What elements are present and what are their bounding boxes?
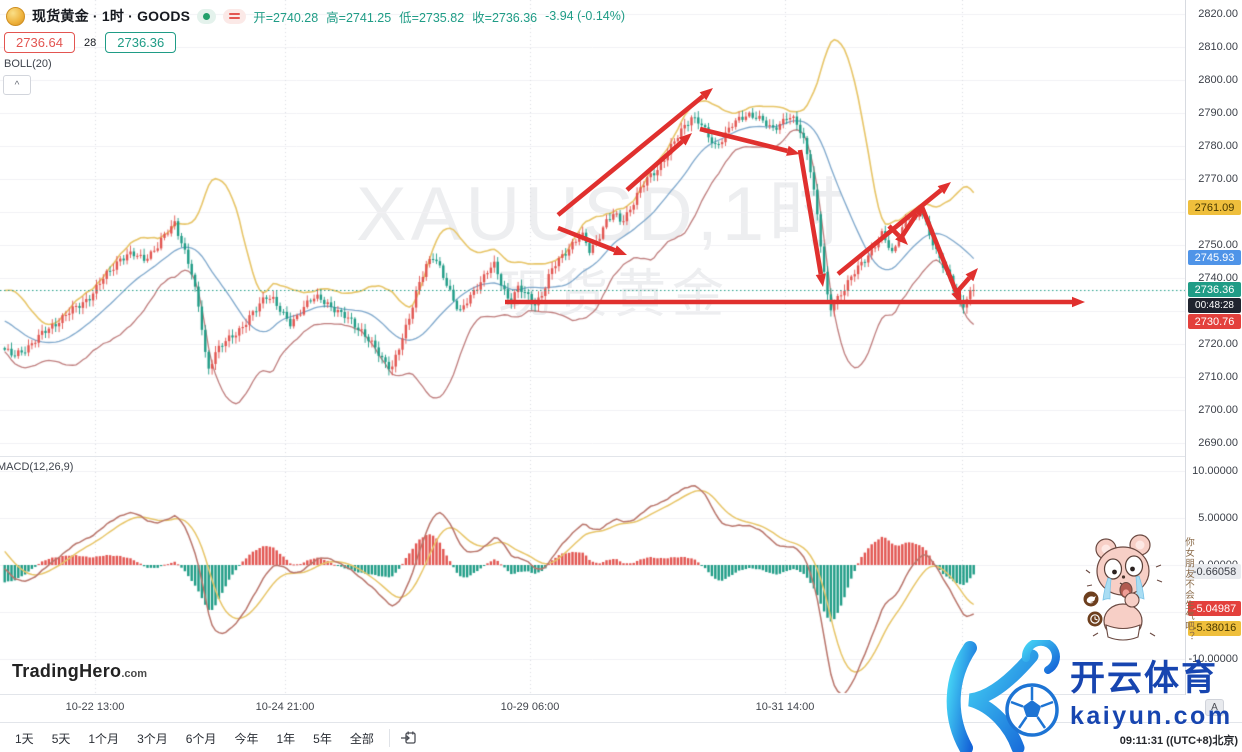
macd-dif-badge: -5.04987 xyxy=(1188,601,1241,617)
range-button-6[interactable]: 今年 xyxy=(234,731,259,746)
price-axis[interactable]: 2820.00 2810.00 2800.00 2790.00 2780.00 2770.… xyxy=(1185,0,1242,695)
calendar-arrow-icon xyxy=(401,731,416,744)
kaiyun-domain: kaiyun.com xyxy=(1070,702,1233,730)
macd-tick-label: -10.00000 xyxy=(1188,653,1238,665)
range-button-1[interactable]: 1天 xyxy=(15,731,34,746)
mid-band-badge: 2745.93 xyxy=(1188,250,1241,266)
price-tick-label: 2810.00 xyxy=(1198,41,1238,53)
buy-price-button[interactable]: 2736.36 xyxy=(105,32,177,53)
kaiyun-brand: 开云体育 xyxy=(1070,659,1219,698)
symbol-title[interactable]: 现货黄金 · 1时 · GOODS xyxy=(32,8,191,24)
ohlc-close: 收=2736.36 xyxy=(472,10,538,25)
price-tick-label: 2700.00 xyxy=(1198,404,1238,416)
market-lines-pill xyxy=(223,8,247,24)
panel-divider xyxy=(0,456,1242,457)
time-tick-label: 10-22 13:00 xyxy=(65,701,125,713)
go-to-date-button[interactable] xyxy=(396,727,422,749)
clock-readout: 09:11:31 ((UTC+8)北京) xyxy=(1119,735,1238,747)
ohlc-open: 开=2740.28 xyxy=(253,10,319,25)
tradinghero-suffix: .com xyxy=(121,668,148,680)
macd-hist-badge: -0.66058 xyxy=(1188,564,1241,580)
price-tick-label: 2780.00 xyxy=(1198,140,1238,152)
range-button-7[interactable]: 1年 xyxy=(276,731,296,746)
sticker-caption: 你女朋友不会生气吧？ xyxy=(1183,537,1194,642)
market-status-pill xyxy=(197,8,217,24)
ohlc-readout: 开=2740.28 高=2741.25 低=2735.82 收=2736.36 … xyxy=(253,7,625,26)
price-tick-label: 2710.00 xyxy=(1198,371,1238,383)
time-tick-label: 10-29 06:00 xyxy=(500,701,560,713)
auto-scale-badge[interactable]: A xyxy=(1205,699,1224,716)
price-tick-label: 2820.00 xyxy=(1198,8,1238,20)
price-tick-label: 2690.00 xyxy=(1198,437,1238,449)
price-tick-label: 2800.00 xyxy=(1198,74,1238,86)
chart-header: 现货黄金 · 1时 · GOODS 开=2740.28 高=2741.25 低=… xyxy=(6,6,625,26)
price-tick-label: 2770.00 xyxy=(1198,173,1238,185)
red-bars-icon xyxy=(229,13,241,15)
kaiyun-text: 开云体育 kaiyun.com 09:11:31 ((UTC+8)北京) xyxy=(1070,650,1238,748)
range-button-4[interactable]: 3个月 xyxy=(137,731,168,746)
range-button-9[interactable]: 全部 xyxy=(349,731,374,746)
tradinghero-watermark: TradingHero.com xyxy=(12,661,147,682)
range-button-2[interactable]: 5天 xyxy=(51,731,71,746)
ohlc-low: 低=2735.82 xyxy=(399,10,465,25)
crying-bear-sticker: 你女朋友不会生气吧？ xyxy=(1082,533,1194,649)
macd-dea-badge: -5.38016 xyxy=(1188,620,1241,636)
sell-price-button[interactable]: 2736.64 xyxy=(4,32,75,53)
gold-coin-icon xyxy=(6,6,25,26)
range-button-8[interactable]: 5年 xyxy=(313,731,332,746)
range-button-3[interactable]: 1个月 xyxy=(88,731,120,746)
lower-band-badge: 2730.76 xyxy=(1188,314,1241,329)
time-tick-label: 10-31 14:00 xyxy=(755,701,815,713)
time-tick-label: 10-24 21:00 xyxy=(255,701,315,713)
quote-row: 2736.64 28 2736.36 xyxy=(4,32,177,53)
range-button-5[interactable]: 6个月 xyxy=(185,731,217,746)
price-tick-label: 2720.00 xyxy=(1198,338,1238,350)
bear-illustration xyxy=(1083,534,1163,641)
toolbar-separator xyxy=(388,729,390,747)
boll-indicator-label: BOLL(20) xyxy=(4,58,52,70)
bar-countdown-badge: 00:48:28 xyxy=(1188,298,1241,313)
last-price-badge: 2736.36 xyxy=(1188,282,1241,297)
spread-value: 28 xyxy=(84,36,97,49)
kaiyun-k-icon xyxy=(946,637,1060,752)
tradinghero-name: TradingHero xyxy=(12,661,122,681)
macd-tick-label: 10.00000 xyxy=(1192,465,1238,477)
price-tick-label: 2750.00 xyxy=(1198,239,1238,251)
price-tick-label: 2740.00 xyxy=(1198,272,1238,284)
main-chart-canvas[interactable] xyxy=(0,0,1185,695)
market-open-dot-icon xyxy=(203,12,211,20)
ohlc-change: -3.94 (-0.14%) xyxy=(545,9,626,23)
macd-tick-label: 5.00000 xyxy=(1198,512,1238,524)
price-tick-label: 2790.00 xyxy=(1198,107,1238,119)
axis-divider xyxy=(0,694,1242,695)
upper-band-badge: 2761.09 xyxy=(1188,200,1241,216)
collapse-indicators-button[interactable]: ^ xyxy=(3,75,31,95)
ohlc-high: 高=2741.25 xyxy=(326,10,392,25)
kaiyun-logo: 开云体育 kaiyun.com 09:11:31 ((UTC+8)北京) xyxy=(936,637,1242,752)
macd-indicator-label: MACD(12,26,9) xyxy=(0,461,74,473)
